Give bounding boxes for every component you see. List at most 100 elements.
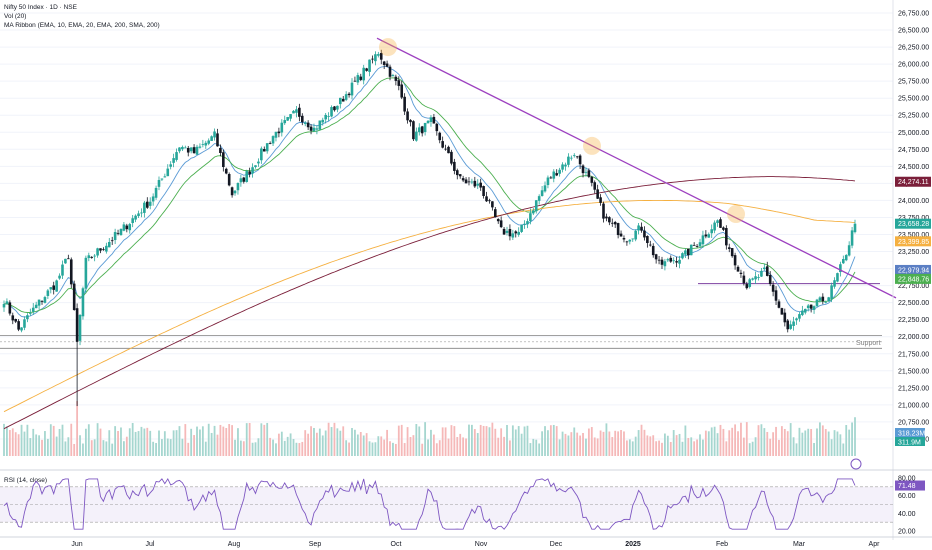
candle-body xyxy=(461,178,465,181)
volume-bar xyxy=(713,426,716,456)
volume-bar xyxy=(631,441,634,456)
volume-bar xyxy=(38,435,40,456)
volume-bar xyxy=(696,439,698,456)
candle-body xyxy=(616,223,620,236)
candle-body xyxy=(265,143,269,152)
volume-bar xyxy=(415,424,418,456)
candle-body xyxy=(172,158,175,163)
volume-bar xyxy=(213,425,216,456)
candle-body xyxy=(341,98,345,102)
volume-bar xyxy=(602,431,605,456)
candle-body xyxy=(648,244,652,246)
y-tick-label: 23,500.00 xyxy=(898,232,929,239)
volume-bar xyxy=(333,422,336,456)
volume-bar xyxy=(596,438,599,456)
price-tag xyxy=(895,176,931,187)
candle-body xyxy=(444,148,447,150)
candle-body xyxy=(84,257,88,289)
volume-bar xyxy=(435,443,438,456)
candle-body xyxy=(166,168,170,177)
candle-body xyxy=(157,180,161,187)
candle-body xyxy=(815,299,819,307)
candle-body xyxy=(426,120,430,124)
volume-bar xyxy=(403,443,406,456)
candle-body xyxy=(725,228,728,246)
y-tick-label: 25,000.00 xyxy=(898,130,929,137)
candle-body xyxy=(119,228,123,236)
candle-body xyxy=(67,258,70,260)
candle-body xyxy=(467,181,471,183)
x-tick-label: 2025 xyxy=(625,541,641,548)
candle-body xyxy=(795,318,798,321)
y-tick-label: 22,250.00 xyxy=(898,317,929,324)
candle-body xyxy=(549,177,553,179)
volume-bar xyxy=(324,430,327,456)
volume-bar xyxy=(64,441,67,456)
volume-bar xyxy=(371,442,374,456)
candle-body xyxy=(844,255,848,261)
volume-bar xyxy=(728,430,731,456)
volume-bar xyxy=(128,428,131,456)
candle-body xyxy=(318,120,322,130)
candle-body xyxy=(330,107,333,117)
candle-body xyxy=(175,152,178,160)
candle-body xyxy=(470,181,474,183)
volume-bar xyxy=(655,441,658,456)
volume-bar xyxy=(769,438,772,456)
candle-body xyxy=(391,75,395,77)
volume-bar xyxy=(792,437,795,456)
candle-body xyxy=(222,152,225,168)
volume-bar xyxy=(23,431,26,456)
candle-body xyxy=(184,147,187,149)
y-tick-label: 21,500.00 xyxy=(898,368,929,375)
candle-body xyxy=(336,105,339,110)
x-tick-label: Aug xyxy=(228,541,241,548)
candle-body xyxy=(137,213,140,217)
y-tick-label: 20,750.00 xyxy=(898,419,929,426)
candle-body xyxy=(713,222,716,231)
volume-bar xyxy=(169,439,172,456)
volume-bar xyxy=(804,430,807,456)
candle-body xyxy=(382,61,386,65)
x-tick-label: Jul xyxy=(146,541,155,548)
volume-bar xyxy=(666,435,669,456)
y-tick-label: 25,750.00 xyxy=(898,79,929,86)
volume-bar xyxy=(237,428,239,456)
candle-body xyxy=(523,223,526,225)
candle-body xyxy=(590,176,594,183)
candle-body xyxy=(599,197,602,203)
volume-bar xyxy=(49,424,52,456)
volume-bar xyxy=(813,442,815,456)
volume-bar xyxy=(175,430,178,456)
candle-body xyxy=(96,248,99,256)
candle-body xyxy=(496,219,500,222)
rsi-tick-label: 60.00 xyxy=(898,493,916,500)
volume-bar xyxy=(810,429,813,456)
candle-body xyxy=(757,277,760,278)
volume-bar xyxy=(184,424,187,456)
volume-bar xyxy=(392,442,394,456)
candle-body xyxy=(733,255,737,266)
volume-bar xyxy=(427,439,429,456)
volume-bar xyxy=(646,435,649,456)
volume-bar xyxy=(269,437,272,456)
candle-body xyxy=(716,220,719,224)
chart-title: Nifty 50 Index · 1D · NSE xyxy=(4,4,77,11)
volume-bar xyxy=(400,424,403,456)
volume-bar xyxy=(251,442,254,456)
candle-body xyxy=(473,180,477,187)
volume-bar xyxy=(17,434,20,456)
volume-bar xyxy=(313,427,315,456)
candle-body xyxy=(517,231,520,235)
volume-bar xyxy=(579,435,582,456)
volume-bar xyxy=(44,431,46,456)
y-tick-label: 21,250.00 xyxy=(898,385,929,392)
candle-body xyxy=(692,244,696,246)
candle-body xyxy=(798,314,801,319)
y-tick-label: 26,250.00 xyxy=(898,45,929,52)
candle-body xyxy=(169,164,172,167)
volume-bar xyxy=(827,431,830,456)
volume-bar xyxy=(307,433,310,456)
candle-body xyxy=(453,161,456,171)
